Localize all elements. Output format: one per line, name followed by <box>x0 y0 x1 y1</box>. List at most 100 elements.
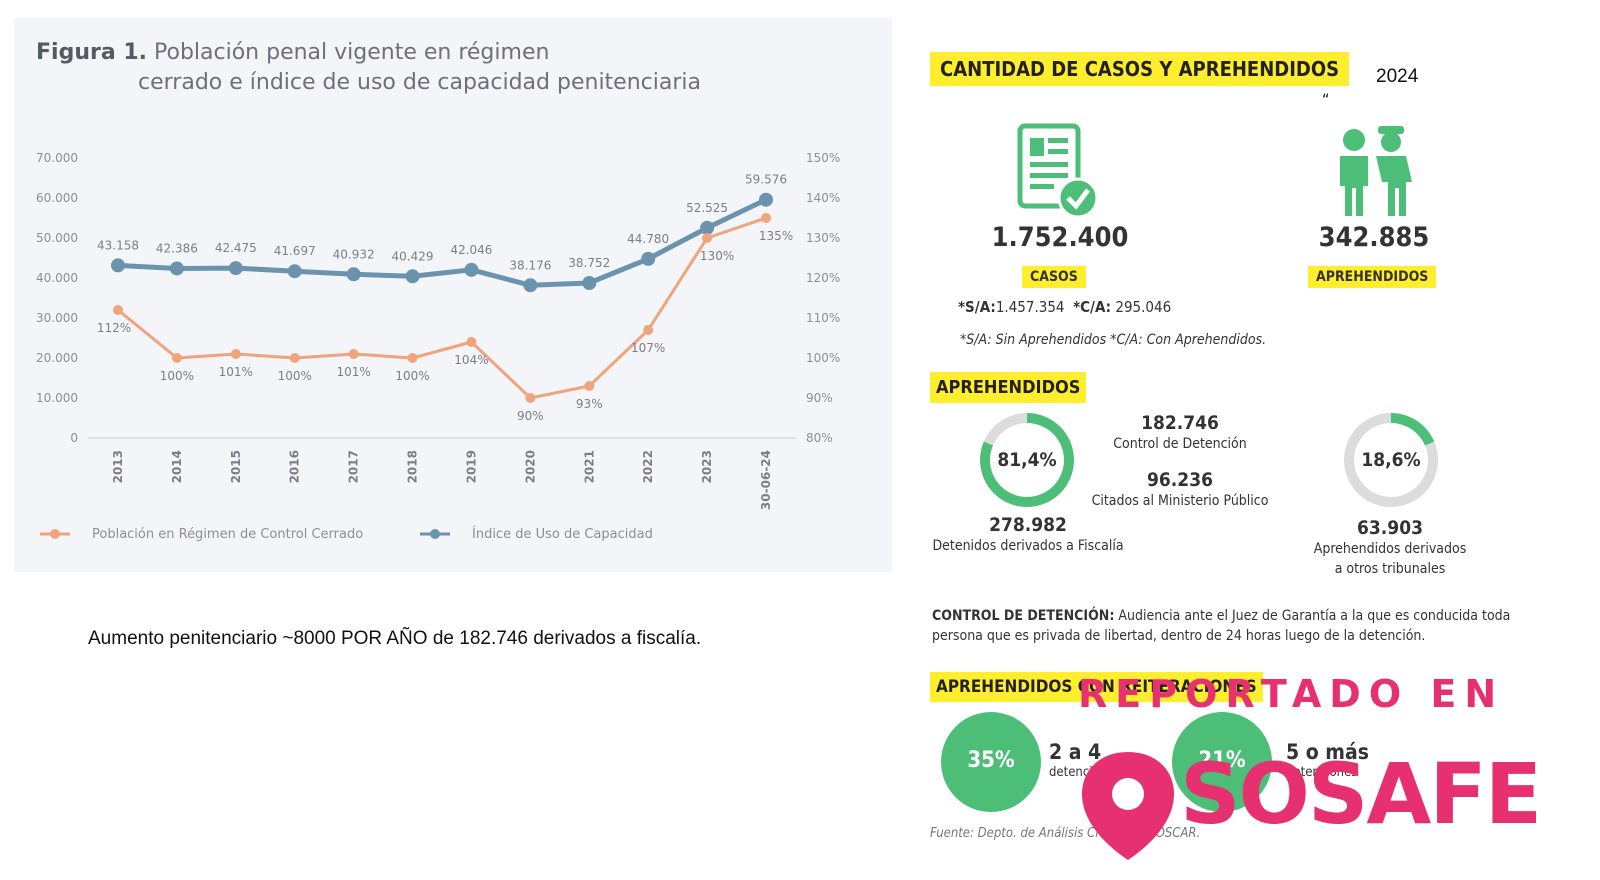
legend-swatch-dot <box>50 529 60 539</box>
y-right-tick-label: 110% <box>806 311 840 325</box>
data-label: 42.475 <box>215 241 257 255</box>
y-right-tick-label: 140% <box>806 191 840 205</box>
data-point <box>169 261 184 276</box>
data-point <box>111 258 125 273</box>
x-tick-label: 30-06-24 <box>759 450 773 510</box>
chart-title-line1: Población penal vigente en régimen <box>154 40 550 65</box>
data-point <box>700 220 715 235</box>
definition: CONTROL DE DETENCIÓN: Audiencia ante el … <box>932 606 1532 646</box>
watermark-line1: REPORTADO EN <box>1078 672 1505 716</box>
data-point <box>407 353 418 363</box>
aprehendidos-value: 342.885 <box>1318 222 1430 253</box>
line-chart: 70.000 60.000 50.000 40.000 30.000 20.000 10.0… <box>36 151 840 542</box>
data-point <box>228 261 243 276</box>
casos-label: CASOS <box>1022 266 1086 288</box>
sa-ca-note: *S/A: Sin Aprehendidos *C/A: Con Aprehen… <box>960 332 1267 348</box>
people-icon <box>1340 126 1412 216</box>
y-right-tick-label: 130% <box>806 231 840 245</box>
data-point <box>464 262 479 277</box>
x-tick-label: 2021 <box>582 450 596 483</box>
chart-panel <box>14 18 892 572</box>
data-label: 100% <box>395 369 429 383</box>
circle-21 <box>1172 712 1272 812</box>
data-point <box>641 251 656 266</box>
document-check-icon <box>1017 123 1099 218</box>
data-point <box>761 213 771 223</box>
data-label: 52.525 <box>686 201 728 215</box>
data-label: 44.780 <box>627 232 669 246</box>
x-tick-label: 2018 <box>406 450 420 483</box>
definition-text: Audiencia ante el Juez de Garantía a la … <box>932 608 1511 644</box>
data-label: 90% <box>517 409 544 423</box>
series-line-1 <box>117 216 767 400</box>
y-right-tick-label: 100% <box>806 351 840 365</box>
data-label: 101% <box>219 365 253 379</box>
year-label: 2024 <box>1376 66 1419 87</box>
chart-title-line2: cerrado e índice de uso de capacidad pen… <box>138 70 701 95</box>
data-label: 38.176 <box>509 258 551 272</box>
data-label: 130% <box>700 249 734 263</box>
x-tick-label: 2020 <box>523 450 537 483</box>
data-point <box>582 275 597 290</box>
circle2-pct: 21% <box>1198 748 1246 773</box>
control-value: 182.746 <box>1141 412 1219 434</box>
infographic: CANTIDAD DE CASOS Y APREHENDIDOS 2024 “ … <box>930 0 1600 880</box>
y-left-tick-label: 60.000 <box>36 191 78 205</box>
header-reiteraciones: APREHENDIDOS CON REITERACIONES <box>930 672 1263 702</box>
y-right-tick-label: 120% <box>806 271 840 285</box>
sa-value: 1.457.354 <box>995 298 1065 316</box>
legend-label: Población en Régimen de Control Cerrado <box>92 527 363 542</box>
circle2-label: 5 o más <box>1286 740 1369 764</box>
ca-value: 295.046 <box>1115 298 1172 316</box>
citados-label: Citados al Ministerio Público <box>1091 493 1269 509</box>
data-label: 43.158 <box>97 238 139 252</box>
tribunales-label2: a otros tribunales <box>1334 561 1446 577</box>
x-tick-label: 2016 <box>288 450 302 483</box>
data-label: 42.046 <box>450 243 492 257</box>
header-aprehendidos: APREHENDIDOS <box>930 372 1087 403</box>
y-left-tick-label: 10.000 <box>36 391 78 405</box>
sa-ca-values: *S/A:1.457.354 *C/A: 295.046 <box>958 298 1171 316</box>
y-left-tick-label: 20.000 <box>36 351 78 365</box>
data-point <box>113 305 123 315</box>
data-point <box>525 393 536 403</box>
data-label: 100% <box>278 369 312 383</box>
y-left-tick-label: 70.000 <box>36 151 78 165</box>
series-line-0 <box>117 197 768 288</box>
definition-term: CONTROL DE DETENCIÓN: <box>932 608 1115 624</box>
control-label: Control de Detención <box>1113 436 1247 452</box>
data-point <box>702 233 713 243</box>
chart-title-label: Figura 1. <box>36 40 147 65</box>
circle1-pct: 35% <box>967 748 1015 773</box>
data-label: 135% <box>759 229 793 243</box>
y-right-tick-label: 80% <box>806 431 833 445</box>
x-tick-label: 2022 <box>641 450 655 483</box>
data-point <box>405 269 420 284</box>
quote-mark: “ <box>1322 90 1330 109</box>
data-point <box>348 349 359 359</box>
x-tick-label: 2017 <box>347 450 361 483</box>
watermark-line2: SOSAFE <box>1180 745 1542 843</box>
y-right-tick-label: 150% <box>806 151 840 165</box>
data-label: 59.576 <box>745 173 787 187</box>
data-point <box>171 353 182 363</box>
data-label: 40.429 <box>392 249 434 263</box>
x-tick-label: 2019 <box>464 450 478 483</box>
x-tick-label: 2013 <box>111 450 125 483</box>
data-point <box>230 349 241 359</box>
data-label: 40.932 <box>333 247 375 261</box>
fiscalia-label: Detenidos derivados a Fiscalía <box>932 538 1124 554</box>
data-point <box>643 325 654 335</box>
data-point <box>289 353 300 363</box>
legend-label: Índice de Uso de Capacidad <box>472 526 653 542</box>
data-point <box>466 337 477 347</box>
data-label: 42.386 <box>156 241 198 255</box>
y-left-tick-label: 40.000 <box>36 271 78 285</box>
casos-value: 1.752.400 <box>991 222 1129 253</box>
data-label: 38.752 <box>568 256 610 270</box>
tribunales-label1: Aprehendidos derivados <box>1313 541 1467 557</box>
legend-swatch-dot <box>430 529 440 539</box>
circle2-sub: detenciones <box>1286 765 1358 780</box>
note-text: Aumento penitenciario ~8000 POR AÑO de 1… <box>88 628 702 649</box>
data-point <box>584 381 595 391</box>
